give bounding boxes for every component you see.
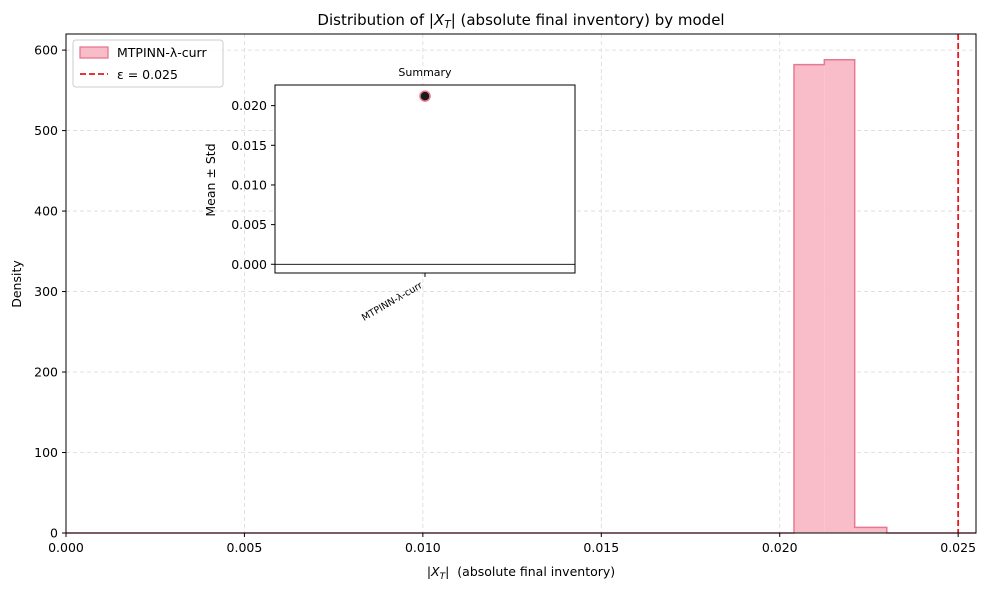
y-tick-label: 400 [34, 204, 58, 219]
inset-y-axis-ticks: 0.000 0.005 0.010 0.015 0.020 [231, 98, 275, 272]
inset-y-tick-label: 0.005 [231, 217, 267, 232]
inset-points [419, 90, 431, 102]
histogram-outline [66, 59, 976, 534]
x-tick-label: 0.000 [48, 540, 84, 555]
y-tick-label: 0 [50, 526, 58, 541]
x-tick-label: 0.010 [405, 540, 441, 555]
y-axis-ticks: 0 100 200 300 400 500 600 [34, 43, 66, 541]
legend: MTPINN-λ-curr ε = 0.025 [72, 39, 224, 88]
y-axis-label: Density [9, 260, 24, 308]
histogram-bar [794, 64, 825, 534]
legend-label-epsilon: ε = 0.025 [117, 67, 178, 82]
chart-title: Distribution of |XT| (absolute final inv… [317, 11, 724, 31]
x-tick-label: 0.025 [940, 540, 976, 555]
x-axis-label-part: T [440, 572, 447, 582]
histogram [66, 59, 976, 534]
chart-title-part: Distribution of [317, 11, 429, 29]
x-axis-ticks: 0.000 0.005 0.010 0.015 0.020 0.025 [48, 533, 976, 555]
x-axis-label-part: | [445, 564, 449, 579]
chart-title-part: | [451, 11, 456, 29]
inset-y-tick-label: 0.000 [231, 257, 267, 272]
inset-y-tick-label: 0.010 [231, 177, 267, 192]
y-tick-label: 200 [34, 365, 58, 380]
x-tick-label: 0.020 [762, 540, 798, 555]
inset-y-tick-label: 0.020 [231, 98, 267, 113]
chart-title-part: T [444, 19, 452, 31]
legend-label-histogram: MTPINN-λ-curr [117, 45, 207, 60]
inset-y-axis-label: Mean ± Std [203, 143, 218, 216]
chart-title-part: |X [429, 11, 445, 29]
chart-title-part: (absolute final inventory) by model [456, 11, 725, 29]
x-axis-label-part: |X [427, 564, 440, 579]
y-tick-label: 600 [34, 43, 58, 58]
y-tick-label: 300 [34, 284, 58, 299]
inset-background [275, 85, 575, 273]
x-tick-label: 0.005 [227, 540, 263, 555]
legend-swatch-histogram [79, 46, 109, 59]
x-tick-label: 0.015 [583, 540, 619, 555]
histogram-bar [854, 527, 887, 533]
x-axis-label-part: (absolute final inventory) [449, 564, 615, 579]
legend-box [72, 39, 224, 88]
x-axis-label: |XT| (absolute final inventory) [427, 564, 615, 582]
inset-mean-point [419, 90, 431, 102]
y-tick-label: 500 [34, 123, 58, 138]
inset-title: Summary [398, 66, 452, 79]
histogram-bar [824, 59, 855, 534]
y-tick-label: 100 [34, 445, 58, 460]
inset-y-tick-label: 0.015 [231, 138, 267, 153]
plot-frame [65, 33, 977, 534]
